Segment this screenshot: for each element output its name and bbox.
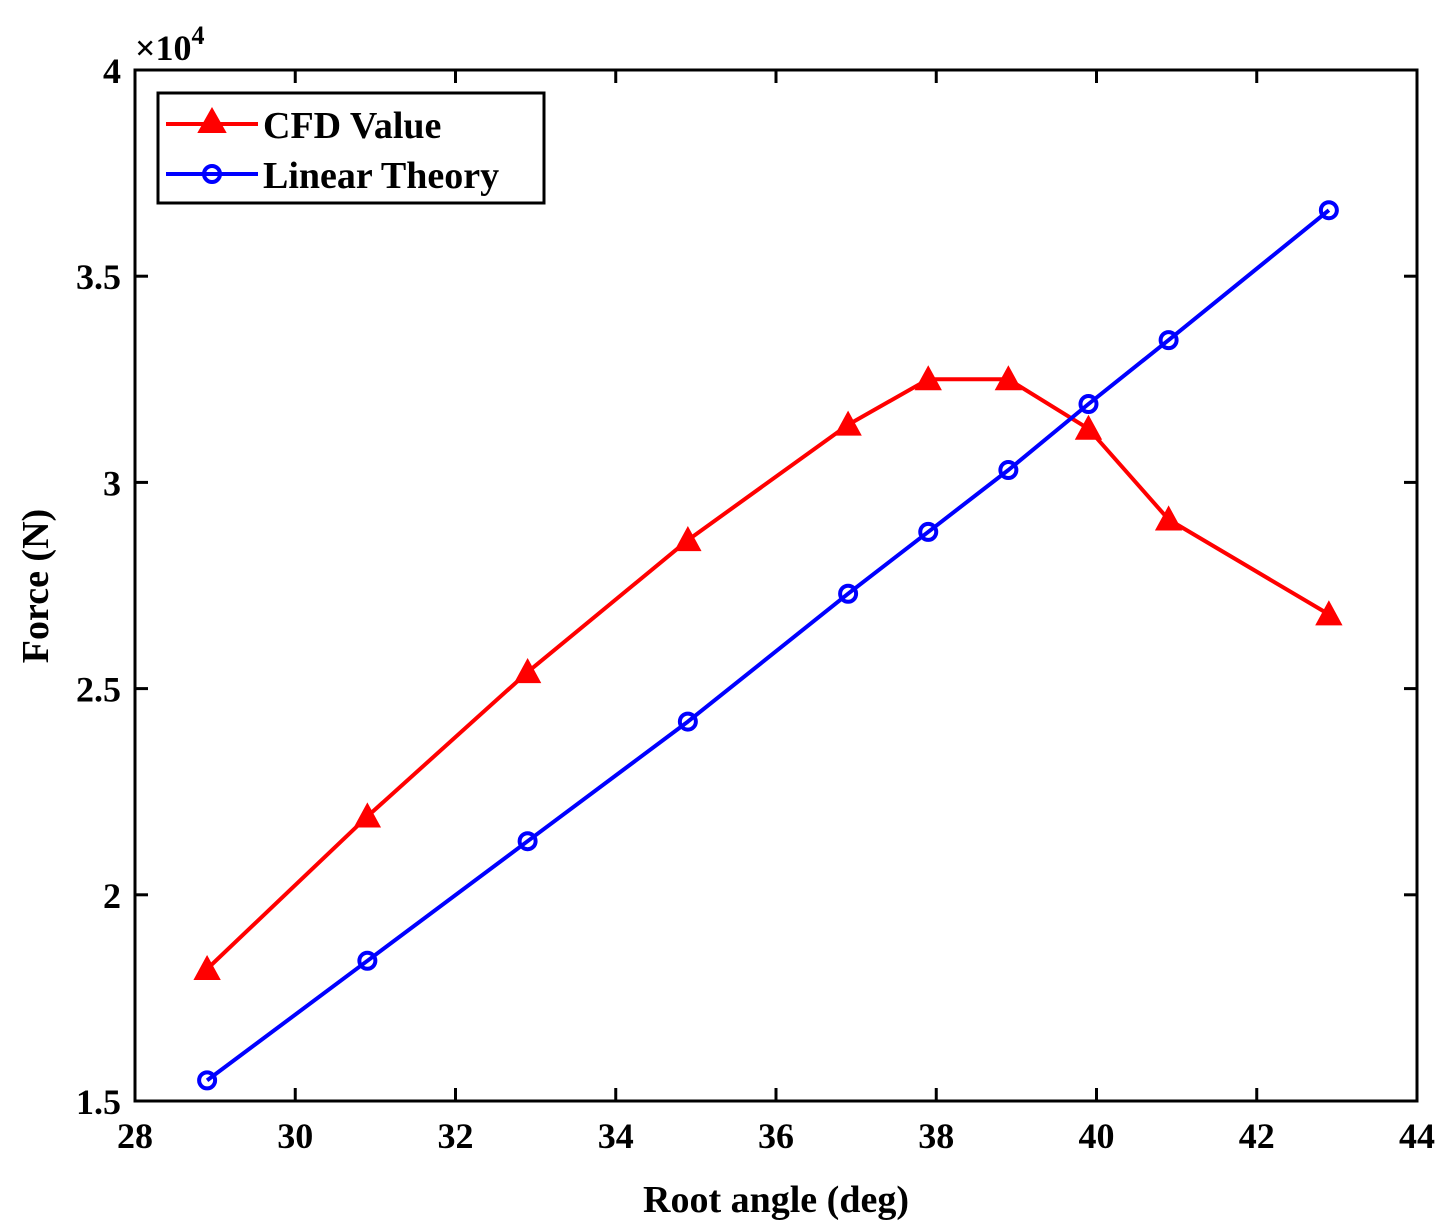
legend-marker-linear	[202, 164, 222, 184]
y-tick-label: 2.5	[76, 670, 121, 710]
linear-theory-data-point	[517, 831, 538, 852]
y-axis-title: Force (N)	[15, 509, 57, 663]
x-axis-title: Root angle (deg)	[643, 1179, 909, 1221]
legend-label-linear: Linear Theory	[263, 155, 499, 197]
linear-theory-data-point	[838, 583, 859, 604]
x-tick-label: 36	[758, 1116, 794, 1156]
cfd-data-point	[193, 954, 221, 981]
cfd-data-point	[834, 410, 862, 436]
series-line-0	[205, 377, 1330, 971]
x-tick-label: 30	[277, 1116, 313, 1156]
legend-label-cfd: CFD Value	[263, 105, 441, 147]
cfd-data-point	[1154, 505, 1183, 531]
cfd-data-point	[1074, 414, 1103, 440]
legend: CFD Value Linear Theory	[156, 91, 546, 205]
plot-frame	[133, 68, 1419, 1103]
x-tick-label: 44	[1399, 1116, 1435, 1156]
y-tick-labels: 1.5 2 2.5 3 3.5 4	[76, 51, 121, 1122]
y-tick-label: 3	[103, 463, 121, 503]
cfd-data-point	[1315, 600, 1343, 626]
x-tick-labels: 28 30 32 34 36 38 40 42 44	[117, 1116, 1435, 1156]
x-tick-label: 32	[438, 1116, 474, 1156]
cfd-data-point	[513, 658, 542, 684]
legend-marker-cfd	[197, 106, 227, 133]
y-tick-label: 3.5	[76, 257, 121, 297]
x-tick-label: 38	[918, 1116, 954, 1156]
x-tick-label: 34	[598, 1116, 634, 1156]
cfd-data-point	[994, 365, 1023, 391]
axis-ticks	[133, 68, 1419, 1103]
linear-theory-data-point	[1318, 200, 1339, 221]
linear-theory-data-point	[677, 711, 698, 732]
linear-theory-data-point	[1158, 330, 1179, 351]
series-line-1	[205, 208, 1331, 1083]
linear-theory-data-point	[357, 950, 378, 971]
x-tick-label: 40	[1079, 1116, 1115, 1156]
x-tick-label: 28	[117, 1116, 153, 1156]
y-tick-label: 1.5	[76, 1082, 121, 1122]
linear-theory-data-point	[197, 1070, 218, 1091]
linear-theory-data-point	[918, 521, 939, 542]
linear-theory-data-point	[998, 460, 1019, 481]
y-tick-label: 4	[103, 51, 121, 91]
series-layer	[193, 200, 1343, 1091]
x-tick-label: 42	[1239, 1116, 1275, 1156]
legend-box	[156, 91, 546, 205]
cfd-data-point	[914, 365, 942, 391]
y-exponent-label: ×104	[135, 21, 205, 68]
linear-theory-data-point	[1078, 394, 1099, 415]
y-tick-label: 2	[103, 876, 121, 916]
plot-area	[133, 68, 1419, 1103]
cfd-data-point	[353, 802, 382, 828]
cfd-data-point	[674, 526, 702, 552]
